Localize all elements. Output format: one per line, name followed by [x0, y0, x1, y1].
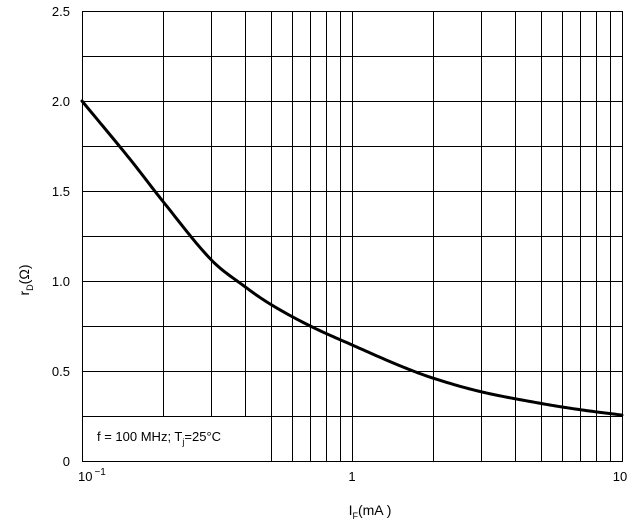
annotation-sub: j	[181, 437, 184, 447]
x-tick-label: 1	[348, 469, 355, 484]
y-tick-label: 1.0	[52, 274, 70, 289]
y-axis-label: rD(Ω)	[16, 265, 35, 296]
x-axis-label-rest: (mA )	[358, 502, 391, 518]
annotation-background	[83, 417, 271, 461]
annotation-box: f = 100 MHz; Tj=25°C	[83, 417, 271, 461]
x-tick-label: 10 −1	[78, 467, 106, 484]
y-tick-label: 1.5	[52, 184, 70, 199]
y-tick-label: 2.5	[52, 4, 70, 19]
annotation-part1: f = 100 MHz; T	[97, 429, 182, 444]
tick-labels: 00.51.01.52.02.510 −1 1 10	[52, 4, 627, 484]
grid	[82, 11, 623, 462]
x-tick-label: 10	[613, 469, 627, 484]
y-axis-label-rest: (Ω)	[16, 265, 32, 285]
x-axis-label-sub: F	[352, 511, 358, 521]
annotation-text: f = 100 MHz; Tj=25°C	[97, 429, 221, 447]
x-axis-label: IF(mA )	[349, 502, 392, 521]
y-axis-label-main: r	[16, 290, 32, 295]
plot-frame	[82, 11, 623, 462]
series-curve-group	[80, 99, 624, 417]
y-tick-label: 2.0	[52, 94, 70, 109]
y-tick-label: 0	[63, 454, 70, 469]
x-axis-label-main: I	[349, 502, 353, 518]
x-tick-label-base: 10	[78, 469, 92, 484]
series-line	[80, 99, 624, 417]
y-tick-label: 0.5	[52, 364, 70, 379]
y-axis-label-sub: D	[25, 284, 35, 291]
x-tick-label-exp: −1	[94, 467, 106, 478]
annotation-part2: =25°C	[184, 429, 221, 444]
